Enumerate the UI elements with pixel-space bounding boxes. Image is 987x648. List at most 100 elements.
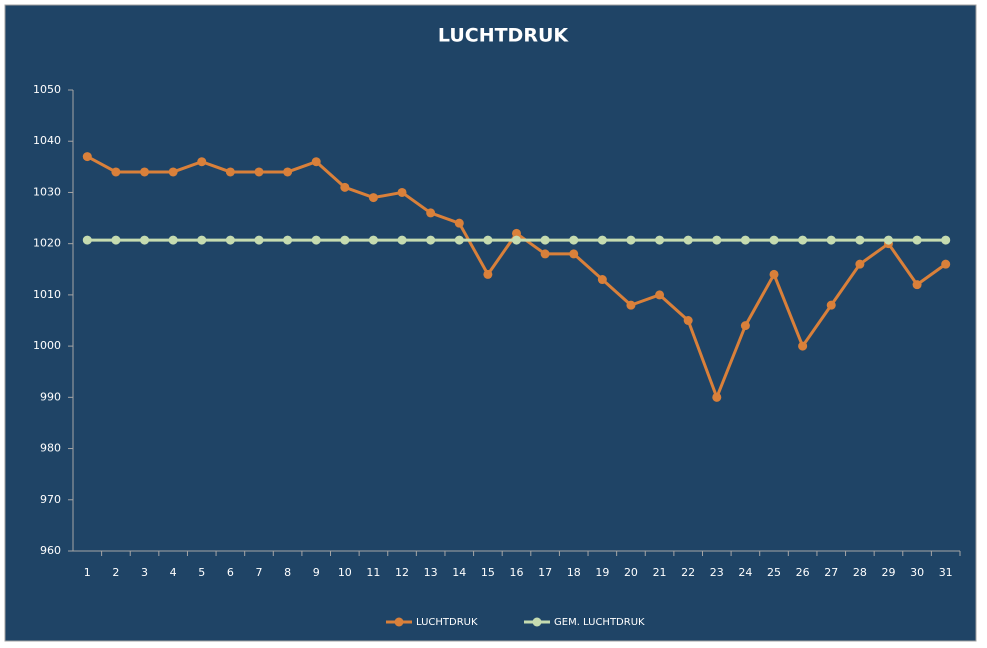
x-tick-label: 21 <box>653 566 667 579</box>
y-tick-label: 1020 <box>33 237 61 250</box>
data-point <box>111 235 121 245</box>
x-tick-label: 15 <box>481 566 495 579</box>
data-point <box>626 235 636 245</box>
data-point <box>397 187 407 197</box>
y-tick-label: 1040 <box>33 134 61 147</box>
data-point <box>454 235 464 245</box>
legend-marker <box>394 617 404 627</box>
data-point <box>740 321 750 331</box>
data-point <box>540 235 550 245</box>
data-point <box>197 235 207 245</box>
x-tick-label: 6 <box>227 566 234 579</box>
x-tick-label: 10 <box>338 566 352 579</box>
x-tick-label: 13 <box>424 566 438 579</box>
x-tick-label: 19 <box>595 566 609 579</box>
data-point <box>597 275 607 285</box>
data-point <box>655 235 665 245</box>
data-point <box>912 235 922 245</box>
data-point <box>626 300 636 310</box>
x-tick-label: 29 <box>881 566 895 579</box>
data-point <box>283 235 293 245</box>
data-point <box>740 235 750 245</box>
y-tick-label: 970 <box>40 493 61 506</box>
x-tick-label: 17 <box>538 566 552 579</box>
data-point <box>368 193 378 203</box>
x-tick-label: 8 <box>284 566 291 579</box>
data-point <box>311 157 321 167</box>
data-point <box>683 235 693 245</box>
chart-background <box>4 4 977 642</box>
x-tick-label: 23 <box>710 566 724 579</box>
data-point <box>340 182 350 192</box>
data-point <box>855 235 865 245</box>
data-point <box>655 290 665 300</box>
data-point <box>254 235 264 245</box>
y-tick-label: 960 <box>40 544 61 557</box>
legend-label: GEM. LUCHTDRUK <box>554 617 645 628</box>
data-point <box>712 392 722 402</box>
y-tick-label: 1030 <box>33 185 61 198</box>
data-point <box>826 300 836 310</box>
legend-marker <box>532 617 542 627</box>
data-point <box>855 259 865 269</box>
data-point <box>340 235 350 245</box>
data-point <box>483 269 493 279</box>
x-tick-label: 16 <box>510 566 524 579</box>
y-tick-label: 990 <box>40 390 61 403</box>
y-tick-label: 1000 <box>33 339 61 352</box>
x-tick-label: 4 <box>170 566 177 579</box>
data-point <box>454 218 464 228</box>
data-point <box>168 167 178 177</box>
x-tick-label: 12 <box>395 566 409 579</box>
data-point <box>483 235 493 245</box>
data-point <box>168 235 178 245</box>
data-point <box>254 167 264 177</box>
x-tick-label: 24 <box>738 566 752 579</box>
data-point <box>569 249 579 259</box>
data-point <box>941 259 951 269</box>
x-tick-label: 31 <box>939 566 953 579</box>
data-point <box>426 208 436 218</box>
data-point <box>826 235 836 245</box>
x-tick-label: 25 <box>767 566 781 579</box>
data-point <box>883 235 893 245</box>
x-tick-label: 14 <box>452 566 466 579</box>
data-point <box>798 341 808 351</box>
x-tick-label: 1 <box>84 566 91 579</box>
data-point <box>82 152 92 162</box>
data-point <box>397 235 407 245</box>
data-point <box>111 167 121 177</box>
x-tick-label: 3 <box>141 566 148 579</box>
x-tick-label: 7 <box>255 566 262 579</box>
data-point <box>512 228 521 238</box>
data-point <box>197 157 207 167</box>
x-tick-label: 26 <box>796 566 810 579</box>
x-tick-label: 2 <box>112 566 119 579</box>
data-point <box>140 235 150 245</box>
data-point <box>311 235 321 245</box>
x-tick-label: 5 <box>198 566 205 579</box>
x-tick-label: 27 <box>824 566 838 579</box>
legend-label: LUCHTDRUK <box>416 617 478 628</box>
x-tick-label: 28 <box>853 566 867 579</box>
x-tick-label: 18 <box>567 566 581 579</box>
data-point <box>512 235 521 245</box>
data-point <box>368 235 378 245</box>
x-tick-label: 20 <box>624 566 638 579</box>
data-point <box>798 235 808 245</box>
data-point <box>540 249 550 259</box>
data-point <box>82 235 92 245</box>
data-point <box>283 167 293 177</box>
data-point <box>569 235 579 245</box>
x-tick-label: 22 <box>681 566 695 579</box>
data-point <box>912 280 922 290</box>
x-tick-label: 9 <box>313 566 320 579</box>
data-point <box>683 316 693 325</box>
data-point <box>225 167 235 177</box>
x-tick-label: 30 <box>910 566 924 579</box>
data-point <box>941 235 951 245</box>
data-point <box>597 235 607 245</box>
y-tick-label: 1010 <box>33 288 61 301</box>
data-point <box>426 235 436 245</box>
